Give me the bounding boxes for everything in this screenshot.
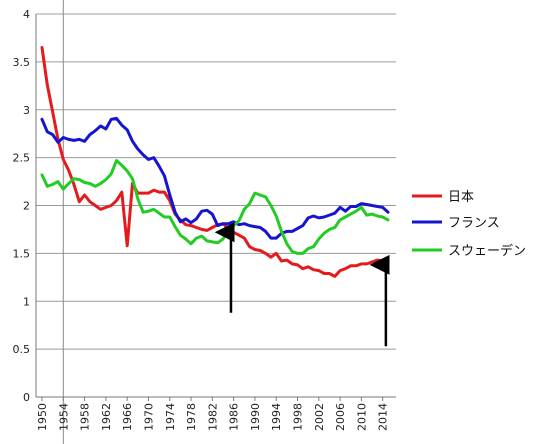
gridlines (36, 13, 396, 350)
x-tick-label: 2006 (334, 403, 347, 431)
x-tick-label: 1978 (185, 403, 198, 431)
x-tick-label: 1962 (100, 403, 113, 431)
y-tick-label: 3 (23, 104, 30, 117)
y-tick-label: 2.5 (13, 152, 31, 165)
x-tick-label: 1994 (270, 403, 283, 431)
y-tick-label: 1.5 (13, 247, 31, 260)
series-line-2 (40, 116, 390, 240)
x-tick-label: 1986 (228, 403, 241, 431)
legend-label: フランス (448, 216, 500, 231)
y-tick-label: 1 (23, 295, 30, 308)
x-tick-label: 2010 (355, 403, 368, 431)
x-tick-label: 1982 (206, 403, 219, 431)
y-tick-label: 0.5 (13, 343, 31, 356)
x-tick-label: 1958 (79, 403, 92, 431)
x-tick-label: 2002 (313, 403, 326, 431)
y-tick-label: 2 (23, 200, 30, 213)
x-tick-label: 1970 (142, 403, 155, 431)
x-tick-label: 1950 (36, 403, 49, 431)
x-axis-tick-labels: 1950 1954 1958 1962 1966 1970 1974 1978 1982 1986… (36, 403, 390, 431)
y-tick-label: 3.5 (13, 56, 31, 69)
x-tick-label: 1990 (249, 403, 262, 431)
series-lines (40, 46, 390, 278)
legend-label: スウェーデン (448, 243, 526, 259)
y-tick-label: 4 (23, 8, 30, 21)
y-axis-tick-labels: 0 0.5 1 1.5 2 2.5 3 3.5 4 (13, 8, 31, 404)
annotation-arrows (214, 222, 390, 347)
x-tick-label: 1954 (57, 403, 70, 431)
x-tick-label: 1966 (121, 403, 134, 431)
x-tick-label: 2014 (377, 403, 390, 431)
y-tick-label: 0 (23, 391, 30, 404)
axes (35, 0, 396, 444)
x-tick-label: 1998 (292, 403, 305, 431)
series-line-3 (40, 159, 390, 255)
x-tick-label: 1974 (164, 403, 177, 431)
legend-label: 日本 (448, 190, 474, 205)
